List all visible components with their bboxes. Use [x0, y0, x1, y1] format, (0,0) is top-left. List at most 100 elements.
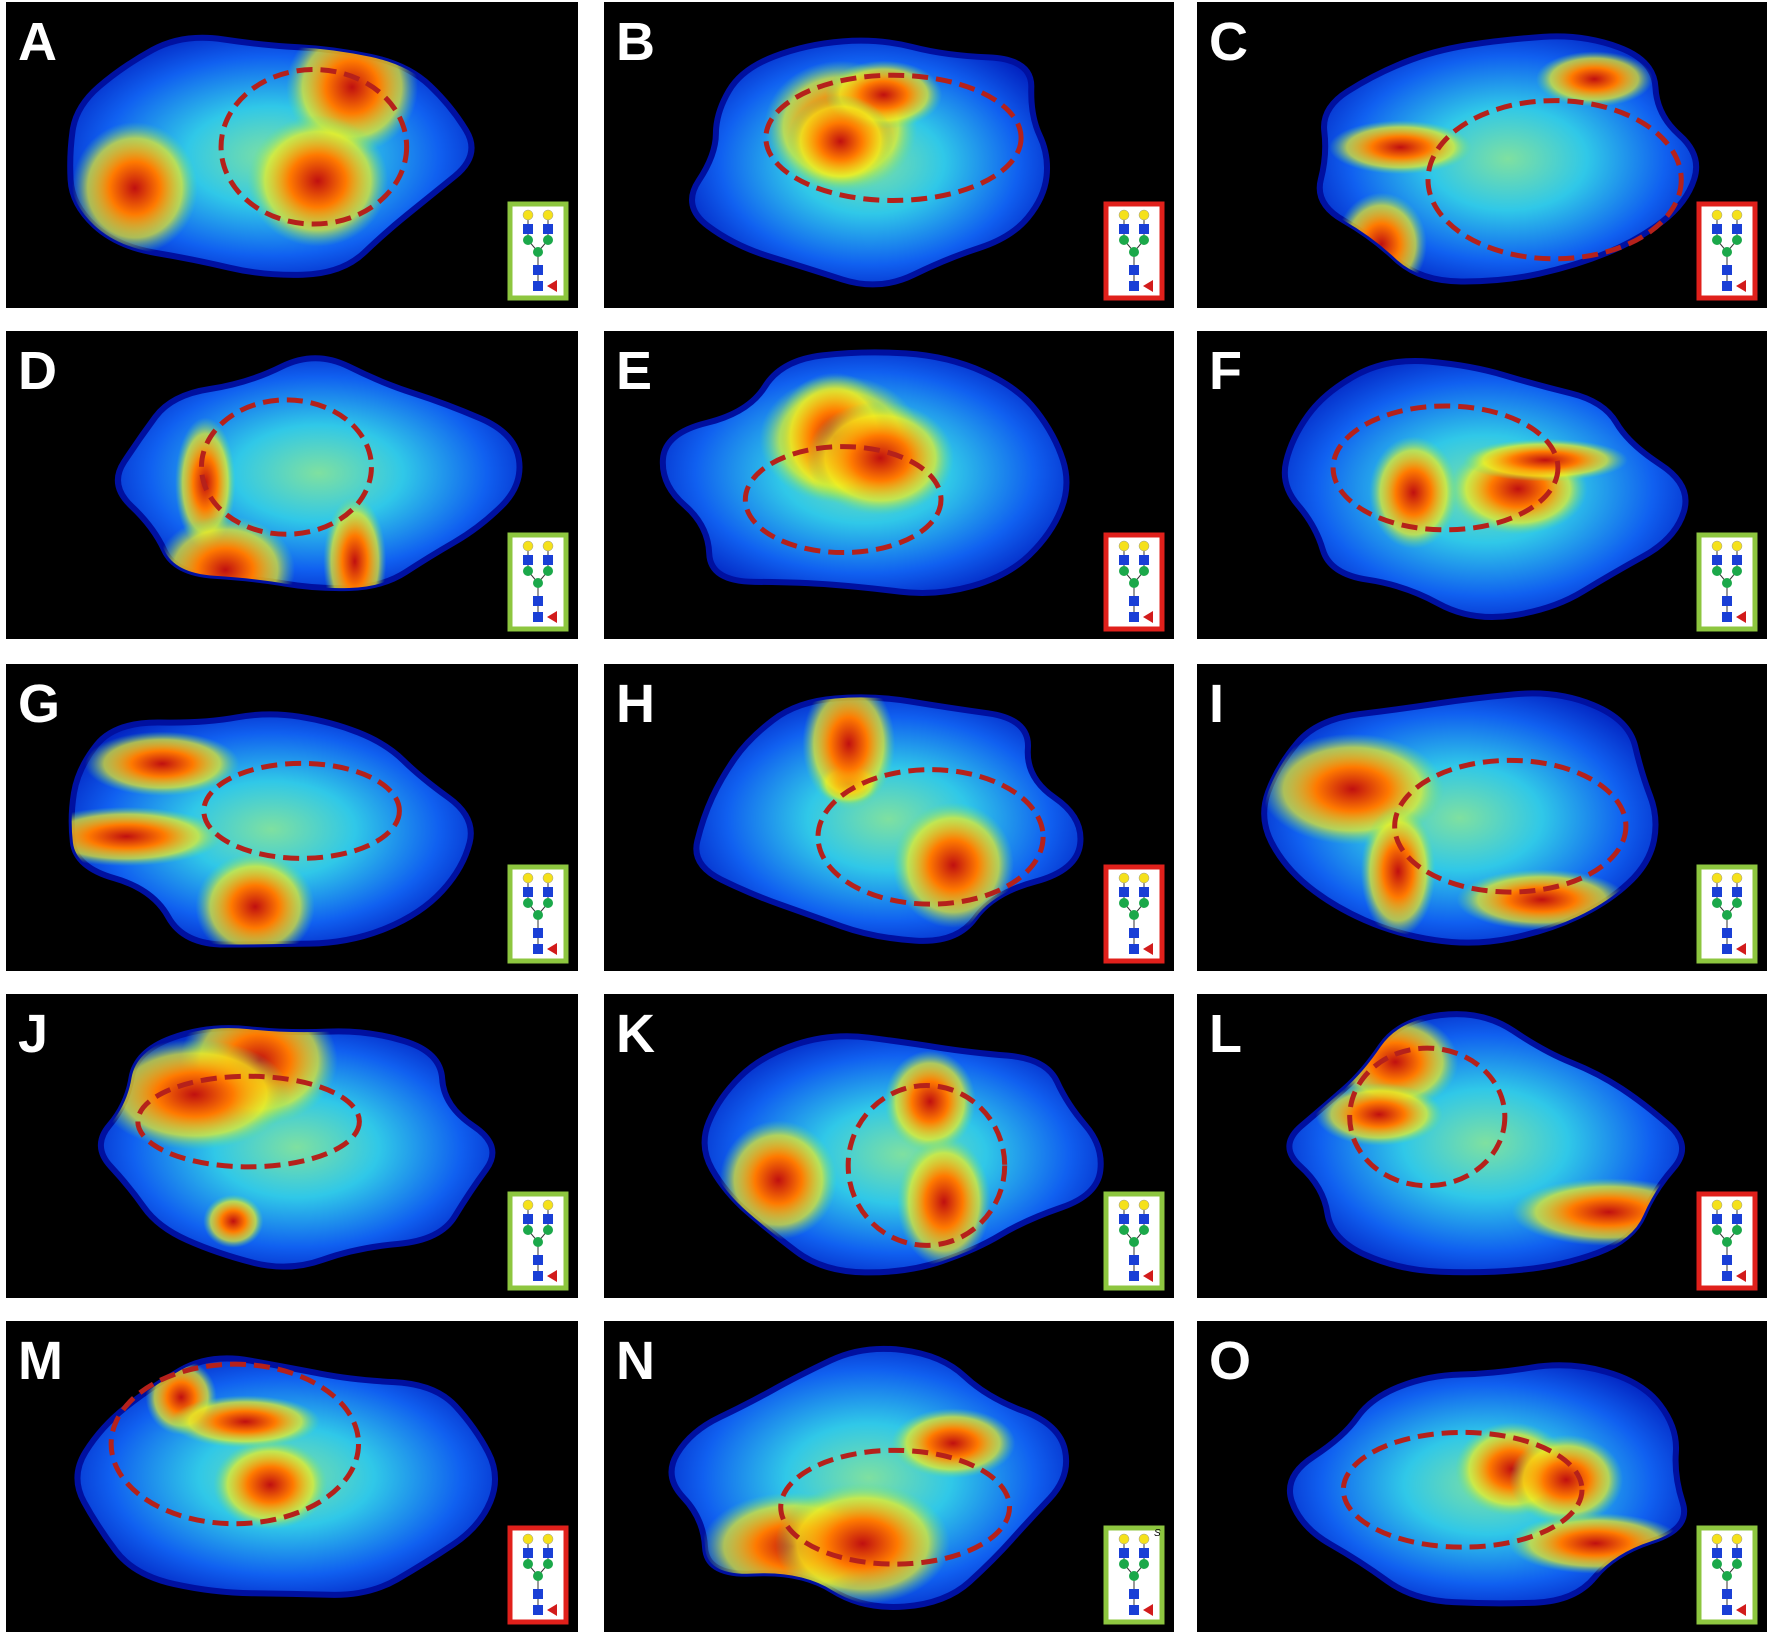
glcnac: [1119, 224, 1129, 234]
mannose: [1129, 1237, 1139, 1247]
fucose: [1736, 1270, 1746, 1282]
fucose: [1736, 280, 1746, 292]
region-outline: [218, 67, 410, 227]
glycan-text: S: [1154, 1528, 1161, 1539]
region-outline: [201, 760, 402, 861]
mannose: [533, 247, 543, 257]
heat-spot: [72, 121, 198, 255]
mannose: [1732, 235, 1742, 245]
glcnac: [523, 224, 533, 234]
panel: K: [604, 994, 1174, 1298]
glcnac: [1129, 281, 1139, 291]
glcnac: [1732, 1214, 1742, 1224]
mannose: [543, 1559, 553, 1569]
mannose: [1732, 898, 1742, 908]
heat-regions: [1328, 51, 1653, 282]
mannose: [533, 578, 543, 588]
panel-label: G: [18, 674, 60, 734]
mannose: [523, 235, 533, 245]
mannose: [543, 898, 553, 908]
glcnac: [533, 1255, 543, 1265]
mannose: [543, 1225, 553, 1235]
panel-label: D: [18, 341, 57, 401]
heat-spot: [323, 496, 387, 589]
galactose: [1118, 209, 1130, 221]
glcnac: [523, 1548, 533, 1558]
mannose: [533, 1571, 543, 1581]
galactose: [1711, 1533, 1723, 1545]
glcnac: [1712, 1548, 1722, 1558]
fucose: [1143, 611, 1153, 623]
mannose: [523, 898, 533, 908]
panel: O: [1197, 1321, 1767, 1632]
panel-label: C: [1209, 12, 1248, 72]
mannose: [1722, 1237, 1732, 1247]
mannose: [1712, 1559, 1722, 1569]
fucose: [1736, 1604, 1746, 1616]
glcnac: [1139, 1214, 1149, 1224]
galactose: [522, 540, 534, 552]
mannose: [523, 566, 533, 576]
region-outline: [763, 72, 1024, 203]
mannose: [1722, 910, 1732, 920]
galactose: [1711, 209, 1723, 221]
glycan-icon: [1696, 532, 1758, 632]
heat-spot: [775, 1482, 950, 1605]
heat-spot: [884, 1050, 976, 1153]
fucose: [1143, 280, 1153, 292]
glcnac: [1129, 596, 1139, 606]
galactose: [542, 872, 554, 884]
panel-label: M: [18, 1331, 63, 1391]
glcnac: [1722, 281, 1732, 291]
glcnac: [1732, 1548, 1742, 1558]
galactose: [1118, 1533, 1130, 1545]
galactose: [1711, 872, 1723, 884]
mannose: [1722, 247, 1732, 257]
fucose: [547, 611, 557, 623]
glcnac: [1129, 1589, 1139, 1599]
heat-spot: [213, 1439, 328, 1530]
mannose: [1129, 910, 1139, 920]
glcnac: [1712, 887, 1722, 897]
glycan-icon: [507, 1525, 569, 1625]
fucose: [1736, 611, 1746, 623]
mannose: [1129, 247, 1139, 257]
glcnac: [1722, 596, 1732, 606]
glcnac: [533, 1589, 543, 1599]
mannose: [1129, 1571, 1139, 1581]
panel-label: B: [616, 12, 655, 72]
glcnac: [1139, 887, 1149, 897]
heat-regions: [155, 417, 387, 589]
glcnac: [533, 944, 543, 954]
panel: F: [1197, 331, 1767, 639]
region-outline: [845, 1083, 1008, 1248]
region-outline: [742, 444, 944, 556]
galactose: [1711, 1199, 1723, 1211]
glcnac: [543, 224, 553, 234]
heat-regions: [759, 372, 954, 515]
galactose: [522, 209, 534, 221]
mannose: [1119, 1559, 1129, 1569]
heat-spot: [892, 802, 1014, 928]
glycan-icon: [1103, 201, 1165, 301]
galactose: [1138, 1533, 1150, 1545]
galactose: [1731, 540, 1743, 552]
panel: H: [604, 664, 1174, 971]
fucose: [547, 943, 557, 955]
panel-label: E: [616, 341, 652, 401]
glcnac: [1129, 1605, 1139, 1615]
glcnac: [1722, 928, 1732, 938]
mannose: [533, 910, 543, 920]
mannose: [1139, 566, 1149, 576]
glcnac: [523, 1214, 533, 1224]
glcnac: [1129, 1255, 1139, 1265]
panel-label: N: [616, 1331, 655, 1391]
glcnac: [1722, 612, 1732, 622]
panel-label: F: [1209, 341, 1242, 401]
panel: G: [6, 664, 578, 971]
glcnac: [1732, 555, 1742, 565]
glcnac: [1119, 887, 1129, 897]
panel: M: [6, 1321, 578, 1632]
region-outline: [1425, 98, 1684, 262]
